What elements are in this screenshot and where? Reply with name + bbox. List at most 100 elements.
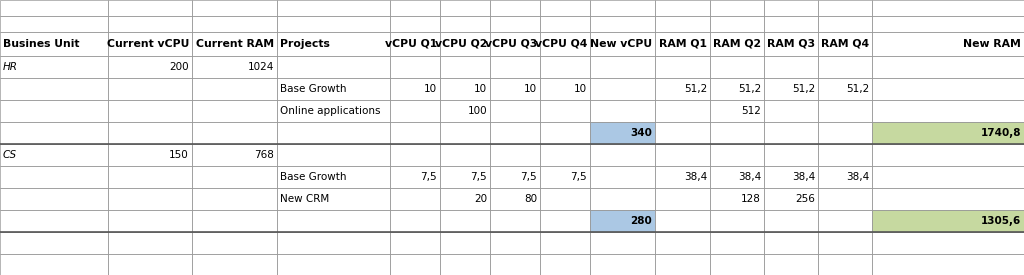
Bar: [440, 144, 490, 166]
Bar: [278, 0, 390, 16]
Bar: [193, 210, 278, 232]
Bar: [390, 32, 440, 56]
Bar: [490, 166, 540, 188]
Bar: [193, 100, 278, 122]
Bar: [490, 0, 540, 16]
Bar: [440, 56, 490, 78]
Bar: [390, 166, 440, 188]
Bar: [655, 56, 710, 78]
Text: 200: 200: [169, 62, 189, 72]
Bar: [764, 32, 818, 56]
Bar: [764, 254, 818, 275]
Bar: [440, 254, 490, 275]
Bar: [390, 0, 440, 16]
Text: 80: 80: [524, 194, 537, 204]
Text: Current vCPU: Current vCPU: [106, 39, 189, 49]
Bar: [0, 100, 108, 122]
Bar: [193, 78, 278, 100]
Bar: [490, 232, 540, 254]
Bar: [0, 122, 108, 144]
Bar: [390, 232, 440, 254]
Bar: [590, 56, 655, 78]
Bar: [278, 78, 390, 100]
Bar: [540, 188, 590, 210]
Bar: [872, 254, 1024, 275]
Bar: [710, 100, 764, 122]
Bar: [764, 166, 818, 188]
Bar: [872, 78, 1024, 100]
Bar: [193, 144, 278, 166]
Text: RAM Q1: RAM Q1: [659, 39, 707, 49]
Text: 512: 512: [741, 106, 761, 116]
Bar: [710, 232, 764, 254]
Bar: [872, 56, 1024, 78]
Bar: [108, 166, 193, 188]
Bar: [764, 16, 818, 32]
Bar: [390, 188, 440, 210]
Bar: [0, 56, 108, 78]
Bar: [655, 166, 710, 188]
Text: New vCPU: New vCPU: [590, 39, 652, 49]
Bar: [655, 78, 710, 100]
Bar: [872, 210, 1024, 232]
Bar: [193, 56, 278, 78]
Bar: [0, 188, 108, 210]
Bar: [0, 144, 108, 166]
Bar: [872, 210, 1024, 232]
Text: 100: 100: [467, 106, 487, 116]
Bar: [655, 16, 710, 32]
Text: 51,2: 51,2: [684, 84, 707, 94]
Text: RAM Q2: RAM Q2: [713, 39, 761, 49]
Text: 1024: 1024: [248, 62, 274, 72]
Bar: [590, 78, 655, 100]
Bar: [490, 254, 540, 275]
Bar: [540, 122, 590, 144]
Text: 340: 340: [630, 128, 652, 138]
Bar: [0, 32, 108, 56]
Text: CS: CS: [3, 150, 17, 160]
Bar: [590, 188, 655, 210]
Bar: [764, 210, 818, 232]
Bar: [764, 188, 818, 210]
Bar: [278, 144, 390, 166]
Text: 10: 10: [474, 84, 487, 94]
Text: 7,5: 7,5: [570, 172, 587, 182]
Bar: [540, 232, 590, 254]
Bar: [0, 254, 108, 275]
Bar: [764, 100, 818, 122]
Bar: [872, 0, 1024, 16]
Bar: [710, 78, 764, 100]
Bar: [590, 0, 655, 16]
Bar: [764, 122, 818, 144]
Bar: [440, 32, 490, 56]
Text: Busines Unit: Busines Unit: [3, 39, 80, 49]
Bar: [764, 144, 818, 166]
Bar: [590, 210, 655, 232]
Bar: [590, 254, 655, 275]
Bar: [193, 188, 278, 210]
Bar: [655, 188, 710, 210]
Text: RAM Q4: RAM Q4: [821, 39, 869, 49]
Text: Projects: Projects: [280, 39, 330, 49]
Bar: [440, 210, 490, 232]
Bar: [490, 16, 540, 32]
Bar: [108, 32, 193, 56]
Bar: [108, 254, 193, 275]
Bar: [278, 100, 390, 122]
Bar: [872, 232, 1024, 254]
Bar: [655, 122, 710, 144]
Bar: [710, 0, 764, 16]
Bar: [278, 16, 390, 32]
Bar: [108, 232, 193, 254]
Bar: [193, 254, 278, 275]
Bar: [108, 0, 193, 16]
Text: 150: 150: [169, 150, 189, 160]
Bar: [590, 100, 655, 122]
Bar: [390, 210, 440, 232]
Bar: [818, 0, 872, 16]
Text: 1305,6: 1305,6: [981, 216, 1021, 226]
Bar: [540, 100, 590, 122]
Bar: [590, 122, 655, 144]
Text: New CRM: New CRM: [280, 194, 330, 204]
Bar: [440, 0, 490, 16]
